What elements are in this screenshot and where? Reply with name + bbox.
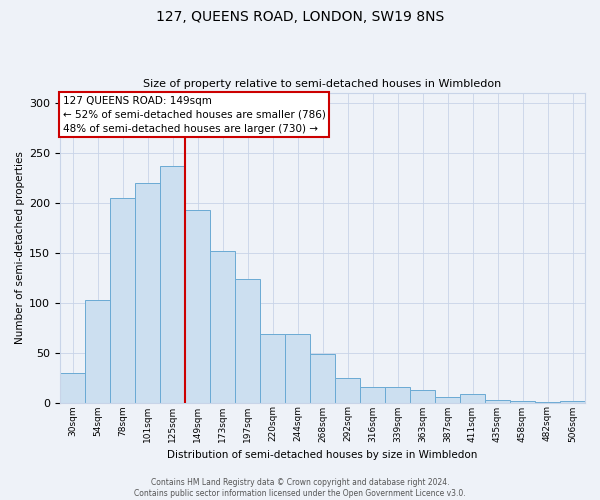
Bar xyxy=(235,278,260,402)
X-axis label: Distribution of semi-detached houses by size in Wimbledon: Distribution of semi-detached houses by … xyxy=(167,450,478,460)
Bar xyxy=(85,300,110,403)
Bar xyxy=(310,354,335,403)
Bar xyxy=(435,396,460,402)
Bar xyxy=(160,166,185,402)
Bar xyxy=(510,400,535,402)
Text: 127 QUEENS ROAD: 149sqm
← 52% of semi-detached houses are smaller (786)
48% of s: 127 QUEENS ROAD: 149sqm ← 52% of semi-de… xyxy=(62,96,326,134)
Bar xyxy=(135,182,160,402)
Bar xyxy=(360,386,385,402)
Text: 127, QUEENS ROAD, LONDON, SW19 8NS: 127, QUEENS ROAD, LONDON, SW19 8NS xyxy=(156,10,444,24)
Y-axis label: Number of semi-detached properties: Number of semi-detached properties xyxy=(15,151,25,344)
Bar xyxy=(385,386,410,402)
Bar xyxy=(460,394,485,402)
Bar xyxy=(285,334,310,402)
Bar xyxy=(260,334,285,402)
Bar xyxy=(185,210,210,402)
Title: Size of property relative to semi-detached houses in Wimbledon: Size of property relative to semi-detach… xyxy=(143,79,502,89)
Bar xyxy=(485,400,510,402)
Bar xyxy=(110,198,135,402)
Bar xyxy=(210,250,235,402)
Bar xyxy=(335,378,360,402)
Bar xyxy=(60,372,85,402)
Bar xyxy=(560,400,585,402)
Text: Contains HM Land Registry data © Crown copyright and database right 2024.
Contai: Contains HM Land Registry data © Crown c… xyxy=(134,478,466,498)
Bar xyxy=(410,390,435,402)
